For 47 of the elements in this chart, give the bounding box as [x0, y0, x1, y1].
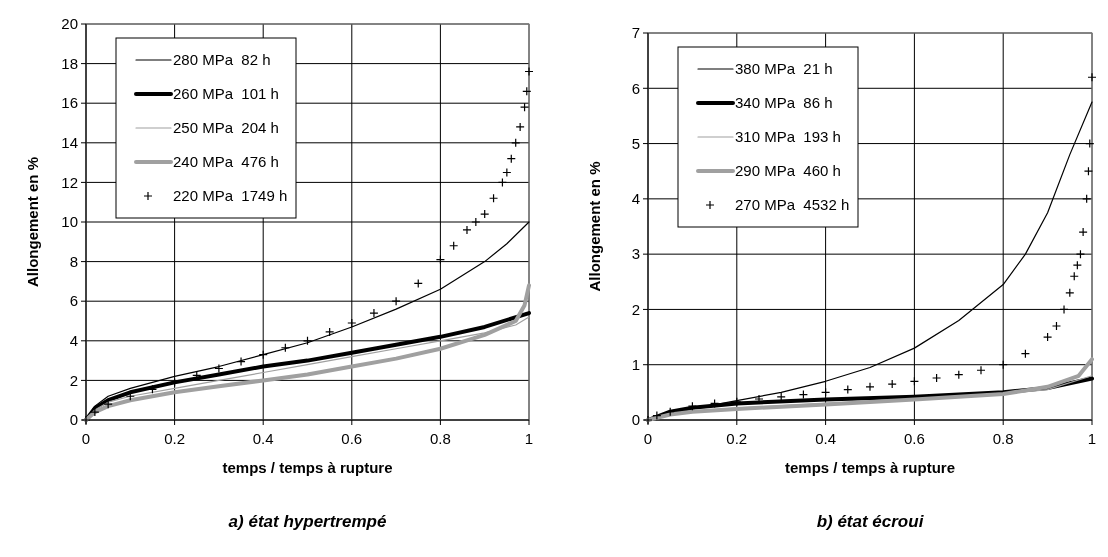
y-tick-label: 0: [69, 411, 78, 429]
y-tick-label: 6: [631, 79, 640, 97]
x-tick-label: 0.2: [164, 430, 186, 447]
text: b) état écroui: [816, 512, 925, 531]
x-tick-label: 0.4: [252, 430, 274, 447]
y-tick-label: 20: [61, 15, 78, 33]
x-tick-label: 0.2: [726, 430, 748, 447]
x-tick-label: 0.8: [992, 430, 1014, 447]
y-tick-label: 2: [631, 300, 640, 318]
y-tick-label: 7: [631, 24, 640, 42]
y-tick-label: 2: [69, 371, 78, 389]
y-tick-label: 0: [631, 411, 640, 429]
legend-label: 270 MPa 4532 h: [735, 196, 850, 214]
legend-label: 340 MPa 86 h: [735, 94, 833, 112]
y-axis-title: Allongement en %: [586, 161, 603, 292]
x-tick-label: 0.4: [815, 430, 837, 447]
x-tick-label: 1: [524, 430, 534, 447]
y-tick-label: 18: [61, 54, 78, 72]
y-tick-label: 4: [631, 190, 640, 208]
legend-label: 310 MPa 193 h: [735, 128, 841, 146]
x-tick-label: 0.6: [903, 430, 925, 447]
x-tick-label: 0.8: [429, 430, 451, 447]
y-tick-label: 4: [69, 332, 78, 350]
legend-label: 290 MPa 460 h: [735, 162, 841, 180]
legend-label: 380 MPa 21 h: [735, 60, 833, 78]
y-tick-label: 6: [69, 292, 78, 310]
y-tick-label: 1: [631, 355, 640, 373]
y-tick-label: 5: [631, 134, 640, 152]
y-tick-label: 3: [631, 245, 640, 263]
x-axis-title: temps / temps à rupture: [784, 459, 956, 476]
x-tick-label: 1: [1087, 430, 1097, 447]
x-axis-title: temps / temps à rupture: [222, 459, 393, 476]
y-tick-label: 14: [61, 134, 78, 152]
y-tick-label: 16: [61, 94, 78, 112]
legend-label: 260 MPa 101 h: [173, 85, 279, 103]
y-tick-label: 12: [61, 173, 78, 191]
y-tick-label: 10: [61, 213, 78, 231]
y-axis-title: Allongement en %: [24, 156, 41, 288]
legend-label: 250 MPa 204 h: [173, 119, 279, 137]
y-tick-label: 8: [69, 252, 78, 270]
text: a) état hypertrempé: [228, 512, 387, 531]
x-tick-label: 0: [643, 430, 653, 447]
legend-label: 280 MPa 82 h: [173, 51, 271, 69]
legend-label: 220 MPa 1749 h: [173, 187, 288, 205]
x-tick-label: 0.6: [341, 430, 363, 447]
legend-label: 240 MPa 476 h: [173, 153, 279, 171]
x-tick-label: 0: [81, 430, 91, 447]
